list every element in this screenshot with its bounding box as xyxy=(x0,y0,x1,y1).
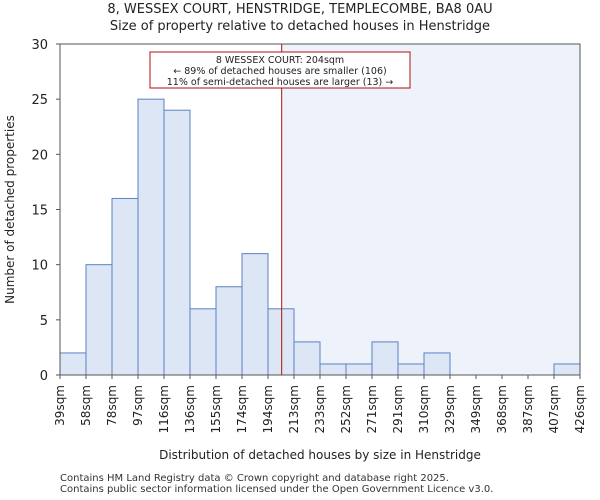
x-tick-label: 329sqm xyxy=(443,385,457,433)
x-tick-label: 78sqm xyxy=(105,385,119,426)
chart-subtitle: Size of property relative to detached ho… xyxy=(109,19,491,34)
x-tick-label: 97sqm xyxy=(131,385,145,426)
x-axis-label: Distribution of detached houses by size … xyxy=(159,448,481,462)
annotation-line: 8 WESSEX COURT: 204sqm xyxy=(216,55,344,66)
histogram-bar xyxy=(163,109,191,376)
histogram-bar xyxy=(267,308,295,376)
histogram-bar xyxy=(319,363,347,376)
x-tick-label: 310sqm xyxy=(417,385,431,433)
x-tick-label: 368sqm xyxy=(495,385,509,433)
highlight-region xyxy=(281,44,580,375)
histogram-bar xyxy=(293,341,321,376)
x-tick-label: 155sqm xyxy=(209,385,223,433)
x-tick-label: 271sqm xyxy=(365,385,379,433)
histogram-bar xyxy=(423,352,451,376)
x-tick-label: 407sqm xyxy=(547,385,561,433)
y-tick-label: 20 xyxy=(31,148,48,163)
y-tick-label: 0 xyxy=(40,369,48,384)
histogram-bar xyxy=(215,286,243,376)
x-tick-label: 291sqm xyxy=(391,385,405,433)
histogram-bar xyxy=(111,197,139,376)
histogram-bar xyxy=(189,308,217,376)
x-tick-label: 349sqm xyxy=(469,385,483,433)
x-tick-label: 233sqm xyxy=(313,385,327,433)
y-axis-label: Number of detached properties xyxy=(3,115,17,304)
x-tick-label: 387sqm xyxy=(521,385,535,433)
footer-licence: Contains public sector information licen… xyxy=(60,484,494,495)
x-tick-label: 174sqm xyxy=(235,385,249,433)
annotation-line: ← 89% of detached houses are smaller (10… xyxy=(173,66,386,77)
annotation-box xyxy=(149,51,411,89)
histogram-bar xyxy=(371,341,399,376)
x-tick-label: 58sqm xyxy=(79,385,93,426)
histogram-bar xyxy=(345,363,373,376)
x-tick-label: 252sqm xyxy=(339,385,353,433)
x-tick-label: 213sqm xyxy=(287,385,301,433)
annotation-line: 11% of semi-detached houses are larger (… xyxy=(167,77,394,88)
histogram-bar xyxy=(85,264,113,376)
y-tick-label: 5 xyxy=(40,314,48,329)
y-tick-label: 25 xyxy=(31,93,48,108)
footer-copyright: Contains HM Land Registry data © Crown c… xyxy=(60,473,449,484)
chart-title: 8, WESSEX COURT, HENSTRIDGE, TEMPLECOMBE… xyxy=(107,2,493,17)
x-tick-label: 194sqm xyxy=(261,385,275,433)
histogram-bar xyxy=(241,253,269,376)
histogram-bar xyxy=(59,352,87,376)
y-tick-label: 10 xyxy=(31,259,48,274)
y-tick-label: 15 xyxy=(31,204,48,219)
y-tick-label: 30 xyxy=(31,38,48,53)
histogram-bar xyxy=(137,98,165,376)
histogram-chart: 0 5 10 15 20 25 30 39sqm 58sqm 78sqm 97sqm 116sqm 13… xyxy=(3,38,587,462)
x-tick-label: 426sqm xyxy=(573,385,587,433)
x-tick-label: 116sqm xyxy=(157,385,171,433)
histogram-bar xyxy=(397,363,425,376)
histogram-bar xyxy=(553,363,581,376)
x-tick-label: 39sqm xyxy=(53,385,67,426)
x-tick-label: 136sqm xyxy=(183,385,197,433)
